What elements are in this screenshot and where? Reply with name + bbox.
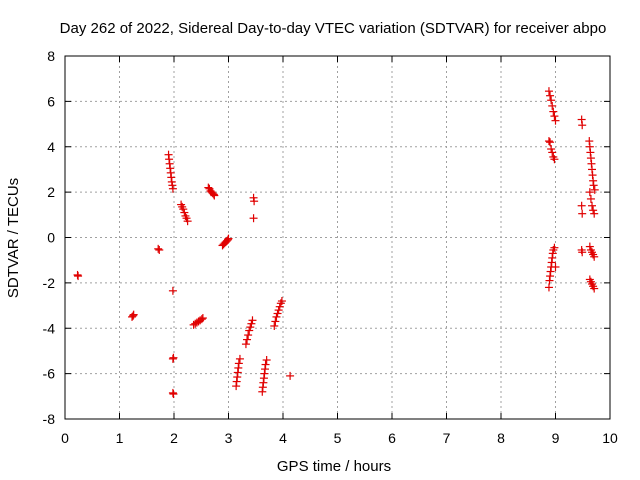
x-tick-label: 3 — [225, 430, 233, 446]
data-point — [551, 116, 560, 125]
data-point — [246, 323, 255, 332]
data-point — [262, 356, 271, 365]
y-tick-label: -8 — [43, 411, 56, 427]
data-point — [155, 245, 164, 254]
x-tick-label: 8 — [497, 430, 505, 446]
data-point — [578, 121, 587, 130]
data-point — [551, 262, 560, 271]
data-point — [168, 184, 177, 193]
y-tick-label: 8 — [47, 48, 55, 64]
x-tick-label: 7 — [443, 430, 451, 446]
x-tick-label: 5 — [334, 430, 342, 446]
data-point — [590, 209, 599, 218]
data-point — [547, 96, 556, 105]
data-point — [250, 197, 259, 206]
data-point — [183, 217, 192, 226]
data-point — [550, 112, 559, 121]
data-point — [198, 314, 207, 323]
data-point — [589, 181, 598, 190]
data-point — [585, 188, 594, 197]
chart-title: Day 262 of 2022, Sidereal Day-to-day VTE… — [60, 20, 607, 37]
data-point — [590, 252, 599, 261]
grid — [65, 56, 610, 419]
data-point — [241, 340, 250, 349]
data-point — [586, 194, 595, 203]
data-point — [248, 316, 257, 325]
y-tick-label: 4 — [47, 139, 55, 155]
x-tick-label: 10 — [602, 430, 618, 446]
data-point — [271, 317, 280, 326]
y-tick-label: 0 — [47, 230, 55, 246]
x-tick-label: 6 — [388, 430, 396, 446]
data-point — [270, 321, 279, 330]
data-point — [274, 306, 283, 315]
data-point — [245, 326, 254, 335]
data-point — [275, 302, 284, 311]
data-point — [244, 331, 253, 340]
data-point — [548, 101, 557, 110]
y-tick-label: -4 — [43, 320, 56, 336]
data-point — [210, 191, 219, 200]
data-point — [578, 248, 587, 257]
data-point — [197, 315, 206, 324]
data-point — [590, 185, 599, 194]
x-tick-label: 2 — [170, 430, 178, 446]
data-point — [544, 137, 553, 146]
data-point — [74, 272, 83, 281]
y-axis: -8 -6 -4 -2 0 2 4 6 8 — [43, 48, 610, 427]
y-tick-label: 2 — [47, 184, 55, 200]
x-tick-label: 9 — [552, 430, 560, 446]
x-axis-label: GPS time / hours — [277, 458, 391, 475]
data-point — [249, 214, 258, 223]
data-point — [154, 244, 163, 253]
data-point — [590, 284, 599, 293]
data-point — [129, 310, 138, 319]
data-point — [169, 353, 178, 362]
data-point — [585, 242, 594, 251]
data-point — [168, 286, 177, 295]
data-point — [272, 312, 281, 321]
data-point — [286, 371, 295, 380]
x-axis: 0 1 2 3 4 5 6 7 8 9 10 — [61, 56, 618, 446]
data-point — [549, 107, 558, 116]
data-point — [273, 309, 282, 318]
x-tick-label: 4 — [279, 430, 287, 446]
y-tick-label: -6 — [43, 366, 56, 382]
data-point — [179, 205, 188, 214]
y-tick-label: 6 — [47, 93, 55, 109]
data-point — [548, 148, 557, 157]
data-point — [247, 319, 256, 328]
data-point — [243, 335, 252, 344]
data-point — [589, 206, 598, 215]
data-point — [547, 145, 556, 154]
data-point — [578, 209, 587, 218]
data-point — [261, 360, 270, 369]
data-point — [544, 283, 553, 292]
y-axis-label: SDTVAR / TECUs — [5, 178, 22, 298]
x-tick-label: 0 — [61, 430, 69, 446]
data-point — [577, 201, 586, 210]
data-point — [546, 91, 555, 100]
data-point — [277, 297, 286, 306]
y-tick-label: -2 — [43, 275, 56, 291]
data-point — [180, 208, 189, 217]
data-point — [234, 359, 243, 368]
data-point — [550, 155, 559, 164]
data-point — [550, 243, 559, 252]
data-point — [169, 390, 178, 399]
data-point — [235, 354, 244, 363]
data-point — [224, 234, 233, 243]
x-tick-label: 1 — [116, 430, 124, 446]
data-point — [546, 138, 555, 147]
data-points — [73, 87, 599, 399]
data-point — [588, 201, 597, 210]
data-point — [544, 87, 553, 96]
